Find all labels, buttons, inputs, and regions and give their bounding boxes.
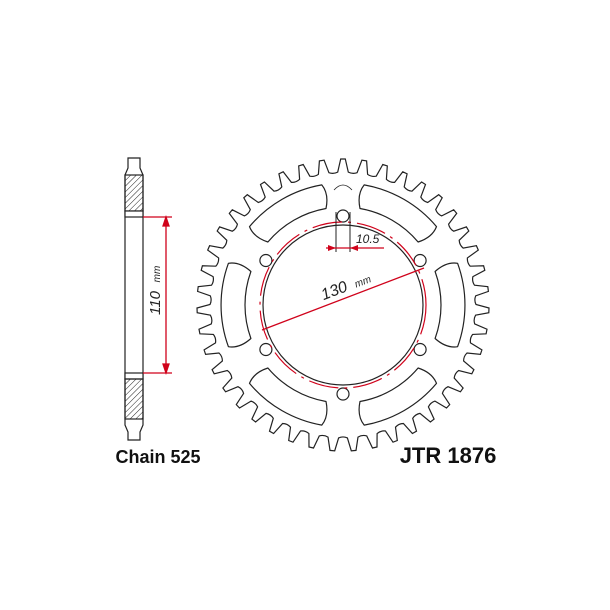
hole-dimension: 10.5 xyxy=(326,212,384,252)
sprocket xyxy=(196,158,490,452)
lightening-slot xyxy=(248,367,328,426)
side-dim-label: 110 mm xyxy=(147,266,164,315)
hub-top xyxy=(124,210,144,218)
hatch-bottom xyxy=(124,378,144,420)
side-dimension xyxy=(143,214,172,376)
lightening-slot xyxy=(434,262,466,348)
bolt-hole xyxy=(413,253,427,268)
bolt-hole xyxy=(259,342,273,357)
side-view xyxy=(124,157,144,441)
dim-value: 110 xyxy=(147,290,164,315)
lightening-slot xyxy=(358,184,438,243)
lightening-slot xyxy=(248,184,328,243)
hatch-top xyxy=(124,174,144,212)
dim-unit: mm xyxy=(152,266,163,283)
stamp-mark xyxy=(333,184,353,191)
lightening-slot xyxy=(358,367,438,426)
dim-arrows xyxy=(162,214,170,376)
dim-line xyxy=(261,267,425,331)
bolt-hole xyxy=(336,209,350,223)
bolt-hole xyxy=(336,387,350,401)
hub-bottom xyxy=(124,372,144,380)
bolt-hole xyxy=(259,253,273,268)
pcd-circle xyxy=(259,221,427,389)
lightening-slot xyxy=(220,262,252,348)
center-bore xyxy=(262,224,424,386)
dim-arrows xyxy=(328,245,358,251)
chain-label: Chain 525 xyxy=(115,447,200,467)
dim-value: 10.5 xyxy=(356,232,380,246)
bolt-hole xyxy=(413,342,427,357)
part-number: JTR 1876 xyxy=(400,443,497,468)
